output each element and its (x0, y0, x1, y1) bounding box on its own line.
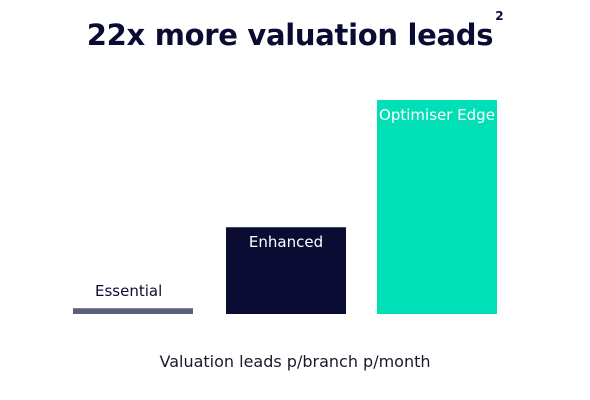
chart-title: 22x more valuation leads2 (0, 9, 590, 52)
bar-optimiser-edge (377, 100, 497, 314)
chart-title-text: 22x more valuation leads (86, 18, 494, 52)
bar-essential (73, 308, 193, 314)
bar-label-optimiser-edge: Optimiser Edge (379, 106, 495, 124)
bar-label-enhanced: Enhanced (249, 233, 323, 251)
bar-label-essential: Essential (95, 282, 162, 300)
title-footnote-marker: 2 (495, 9, 504, 24)
x-axis-label: Valuation leads p/branch p/month (159, 352, 431, 371)
bar-enhanced (226, 227, 346, 314)
